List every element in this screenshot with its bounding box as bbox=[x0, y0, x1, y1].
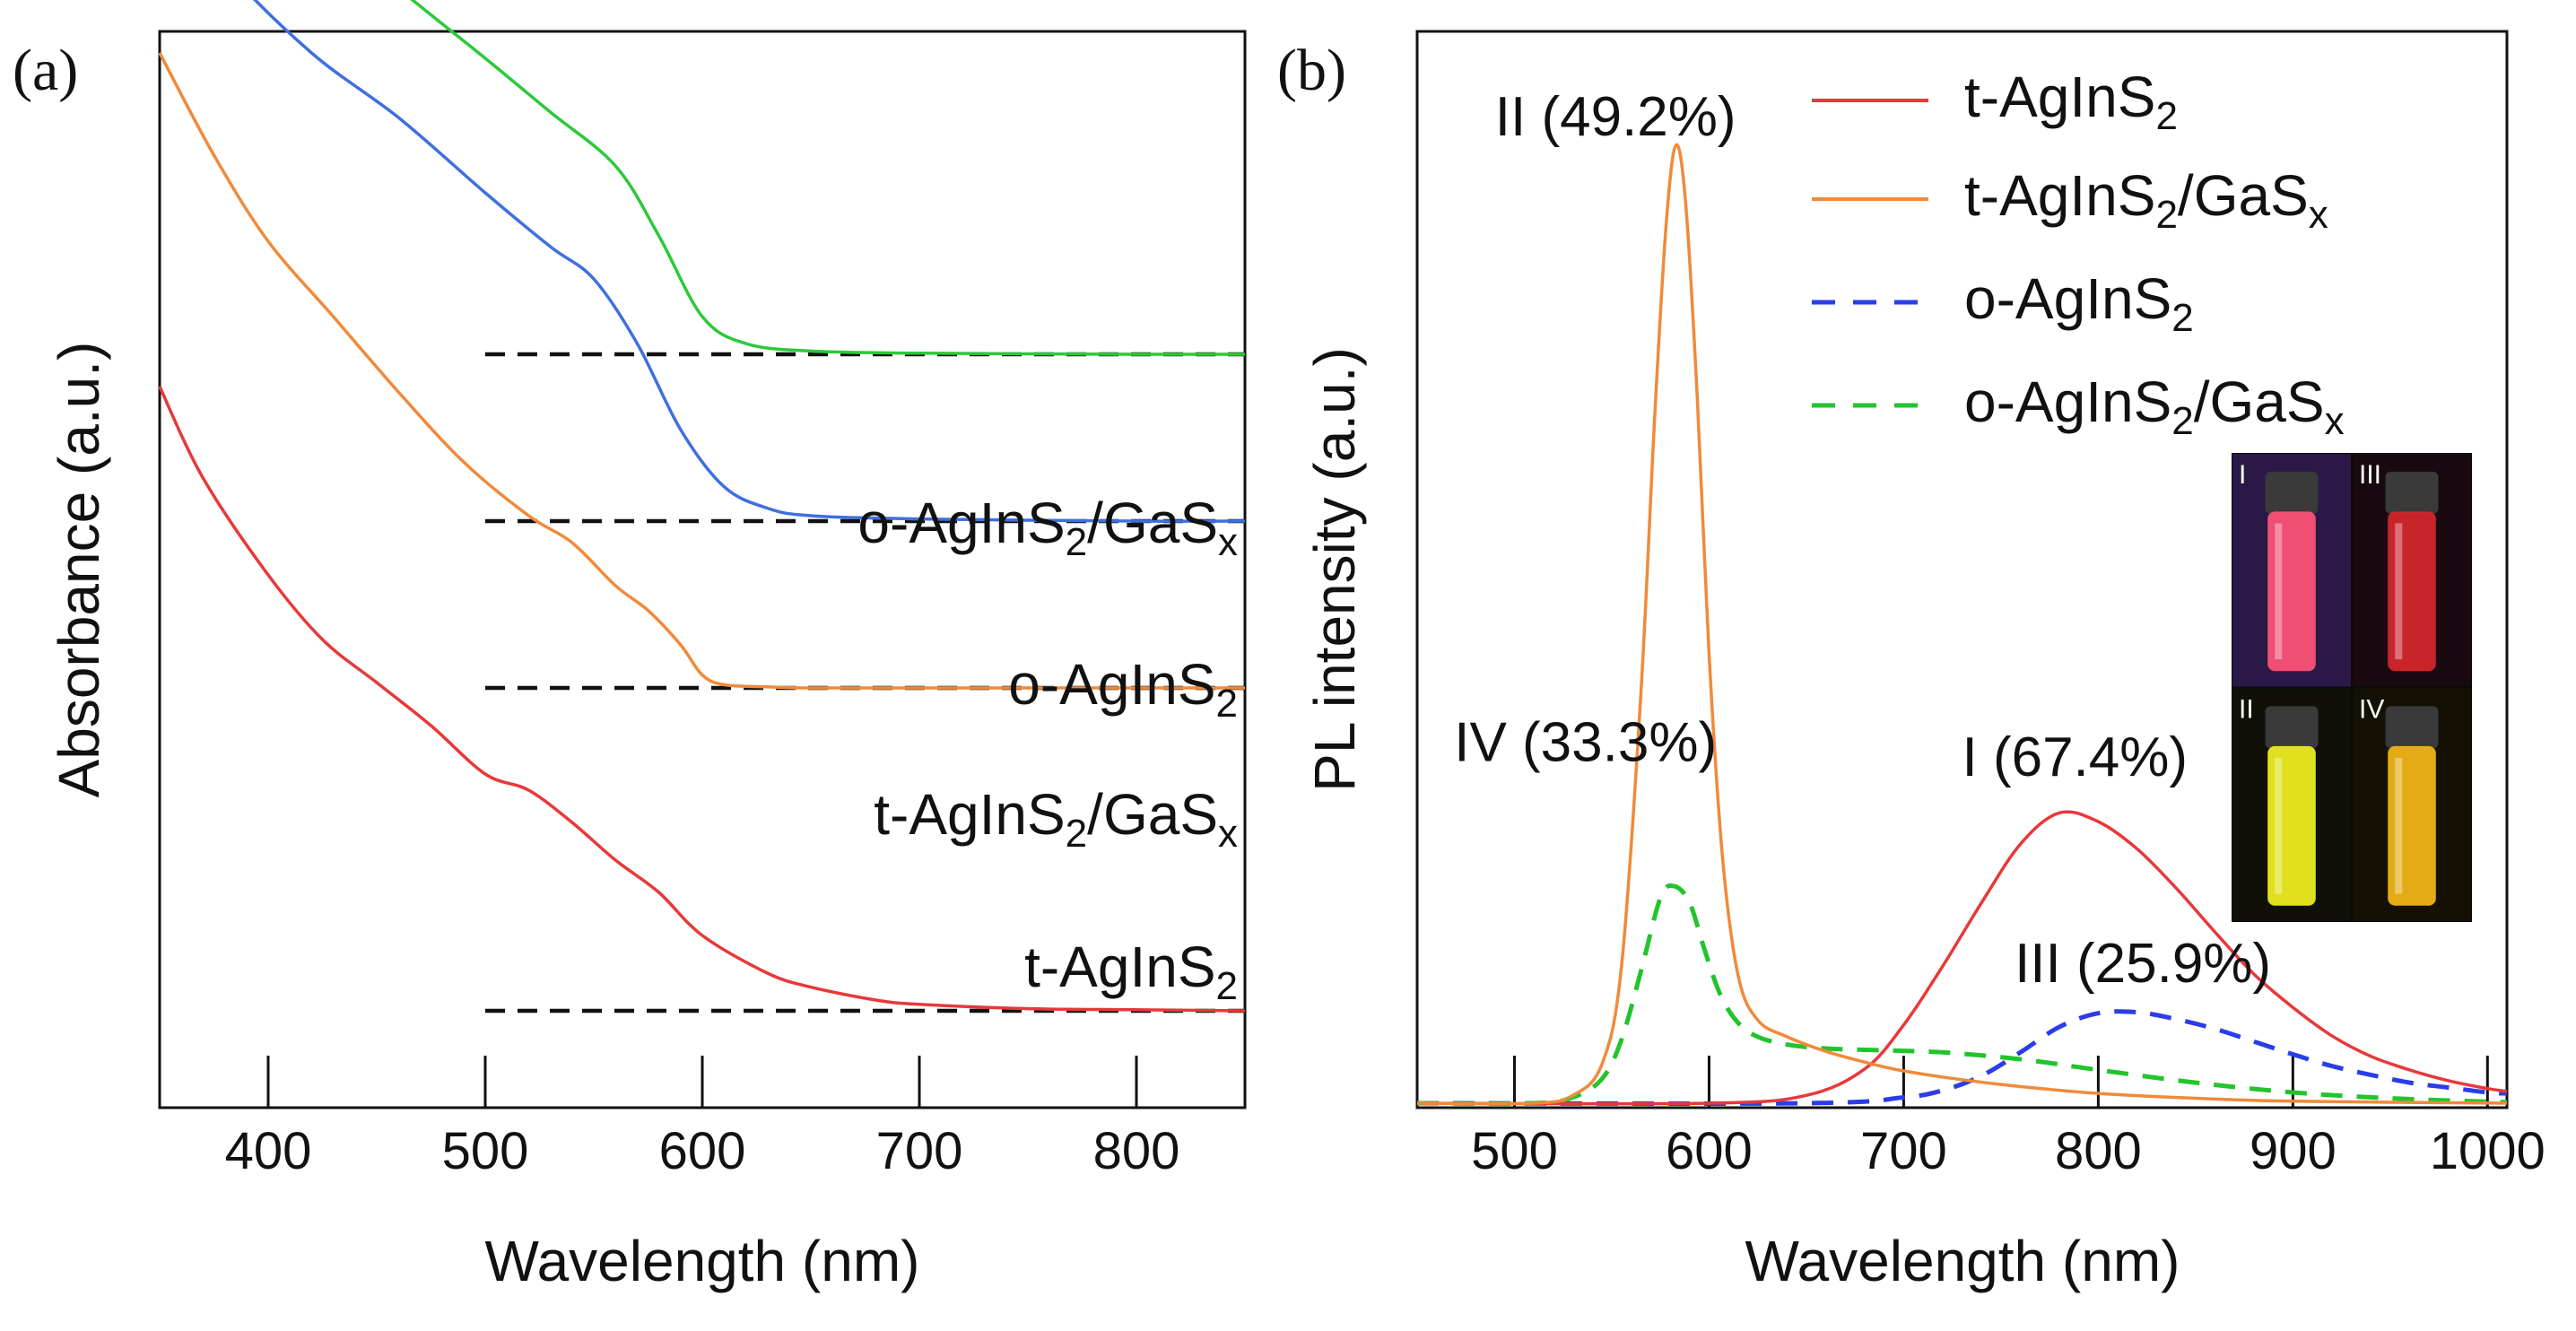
legend-item-o-agins2-gasx: o-AgInS2/GaSx bbox=[1812, 370, 2345, 443]
panel-a-tick-label-600: 600 bbox=[659, 1122, 746, 1180]
panel-a-x-axis-title: Wavelength (nm) bbox=[485, 1229, 920, 1293]
panel-b-tick-label-700: 700 bbox=[1860, 1122, 1947, 1180]
inset-vial-label-I: I bbox=[2239, 460, 2246, 490]
panel-b-x-ticks: 500 600 700 800 900 1000 bbox=[1471, 1056, 2546, 1180]
inset-vial-liquid-I bbox=[2267, 511, 2316, 672]
panel-b-tick-label-500: 500 bbox=[1471, 1122, 1558, 1180]
legend-item-o-agins2: o-AgInS2 bbox=[1812, 266, 2194, 340]
inset-vial-III: III bbox=[2353, 454, 2471, 687]
panel-a-line-o-agins2-gasx bbox=[410, 0, 1246, 356]
panel-b-frame bbox=[1415, 30, 2509, 1109]
panel-a-tick-label-400: 400 bbox=[225, 1122, 312, 1180]
panel-b-legend: t-AgInS2 t-AgInS2/GaSx o-AgInS2 o-AgInS2/Ga… bbox=[1812, 65, 2345, 443]
panel-a-label-o-agins2: o-AgInS2 bbox=[1008, 652, 1238, 726]
panel-b-tick-label-800: 800 bbox=[2055, 1122, 2142, 1180]
legend-label-t-agins2: t-AgInS2 bbox=[1964, 65, 2178, 138]
panel-a-label-t-agins2: t-AgInS2 bbox=[1024, 935, 1238, 1008]
panel-b-line-o-agins2 bbox=[1416, 1009, 2508, 1106]
panel-a-label: (a) bbox=[13, 38, 78, 103]
panel-b-tick-label-600: 600 bbox=[1666, 1122, 1753, 1180]
inset-vial-liquid-III bbox=[2388, 511, 2436, 672]
panel-b-annotation-4: III (25.9%) bbox=[2015, 933, 2271, 995]
panel-a-tick-label-800: 800 bbox=[1093, 1122, 1180, 1180]
legend-item-t-agins2: t-AgInS2 bbox=[1812, 65, 2178, 138]
panel-b-annotations: II (49.2%) IV (33.3%) I (67.4%) III (25.9%) bbox=[1454, 86, 2271, 995]
inset-vial-label-II: II bbox=[2239, 695, 2254, 725]
legend-item-t-agins2-gasx: t-AgInS2/GaSx bbox=[1812, 163, 2328, 237]
inset-vial-IV: IV bbox=[2353, 688, 2471, 921]
panel-a-x-ticks: 400 500 600 700 800 bbox=[225, 1056, 1180, 1180]
panel-a-curve-labels: t-AgInS2 t-AgInS2/GaSx o-AgInS2 o-AgInS2/Ga… bbox=[857, 491, 1238, 1008]
inset-vial-II: II bbox=[2232, 688, 2351, 921]
legend-label-o-agins2-gasx: o-AgInS2/GaSx bbox=[1964, 370, 2345, 443]
panel-a-line-o-agins2 bbox=[253, 0, 1246, 523]
inset-vial-label-III: III bbox=[2359, 460, 2381, 490]
panel-a-line-t-agins2 bbox=[158, 386, 1246, 1013]
inset-vial-liquid-II bbox=[2267, 745, 2316, 906]
panel-b-tick-label-1000: 1000 bbox=[2430, 1122, 2546, 1180]
panel-a-series bbox=[158, 0, 1246, 1013]
panel-b-annotation-2: IV (33.3%) bbox=[1454, 712, 1717, 774]
panel-b-tick-label-900: 900 bbox=[2250, 1122, 2337, 1180]
panel-b-series bbox=[1416, 143, 2508, 1106]
legend-label-o-agins2: o-AgInS2 bbox=[1964, 266, 2194, 340]
panel-b-y-axis-title: PL intensity (a.u.) bbox=[1302, 347, 1367, 792]
panel-a-tick-label-700: 700 bbox=[876, 1122, 963, 1180]
panel-a-y-axis-title: Absorbance (a.u.) bbox=[47, 342, 111, 798]
panel-a-label-o-agins2-gasx: o-AgInS2/GaSx bbox=[857, 491, 1238, 564]
panel-a-line-t-agins2-gasx bbox=[158, 52, 1245, 690]
panel-a-tick-label-500: 500 bbox=[442, 1122, 529, 1180]
legend-label-t-agins2-gasx: t-AgInS2/GaSx bbox=[1964, 163, 2328, 237]
panel-b-label: (b) bbox=[1277, 38, 1346, 103]
panel-b-line-t-agins2-gasx bbox=[1416, 143, 2508, 1106]
panel-a-label-t-agins2-gasx: t-AgInS2/GaSx bbox=[874, 782, 1238, 856]
inset-vial-liquid-IV bbox=[2388, 745, 2436, 906]
panel-b-x-axis-title: Wavelength (nm) bbox=[1745, 1229, 2180, 1293]
panel-b-line-o-agins2-gasx bbox=[1416, 883, 2508, 1106]
panel-b-photoluminescence: (b) 500 600 700 800 900 1000 II (49.2%) IV (33… bbox=[1277, 30, 2546, 1293]
panel-a-absorbance: (a) 400 500 600 700 800 t-AgInS2 t-AgInS2/GaS… bbox=[13, 0, 1247, 1293]
inset-vial-I: I bbox=[2232, 454, 2351, 687]
inset-vial-label-IV: IV bbox=[2359, 695, 2384, 725]
panel-b-annotation-1: II (49.2%) bbox=[1495, 86, 1736, 148]
panel-b-line-t-agins2 bbox=[1416, 810, 2508, 1106]
panel-b-annotation-3: I (67.4%) bbox=[1962, 726, 2189, 788]
